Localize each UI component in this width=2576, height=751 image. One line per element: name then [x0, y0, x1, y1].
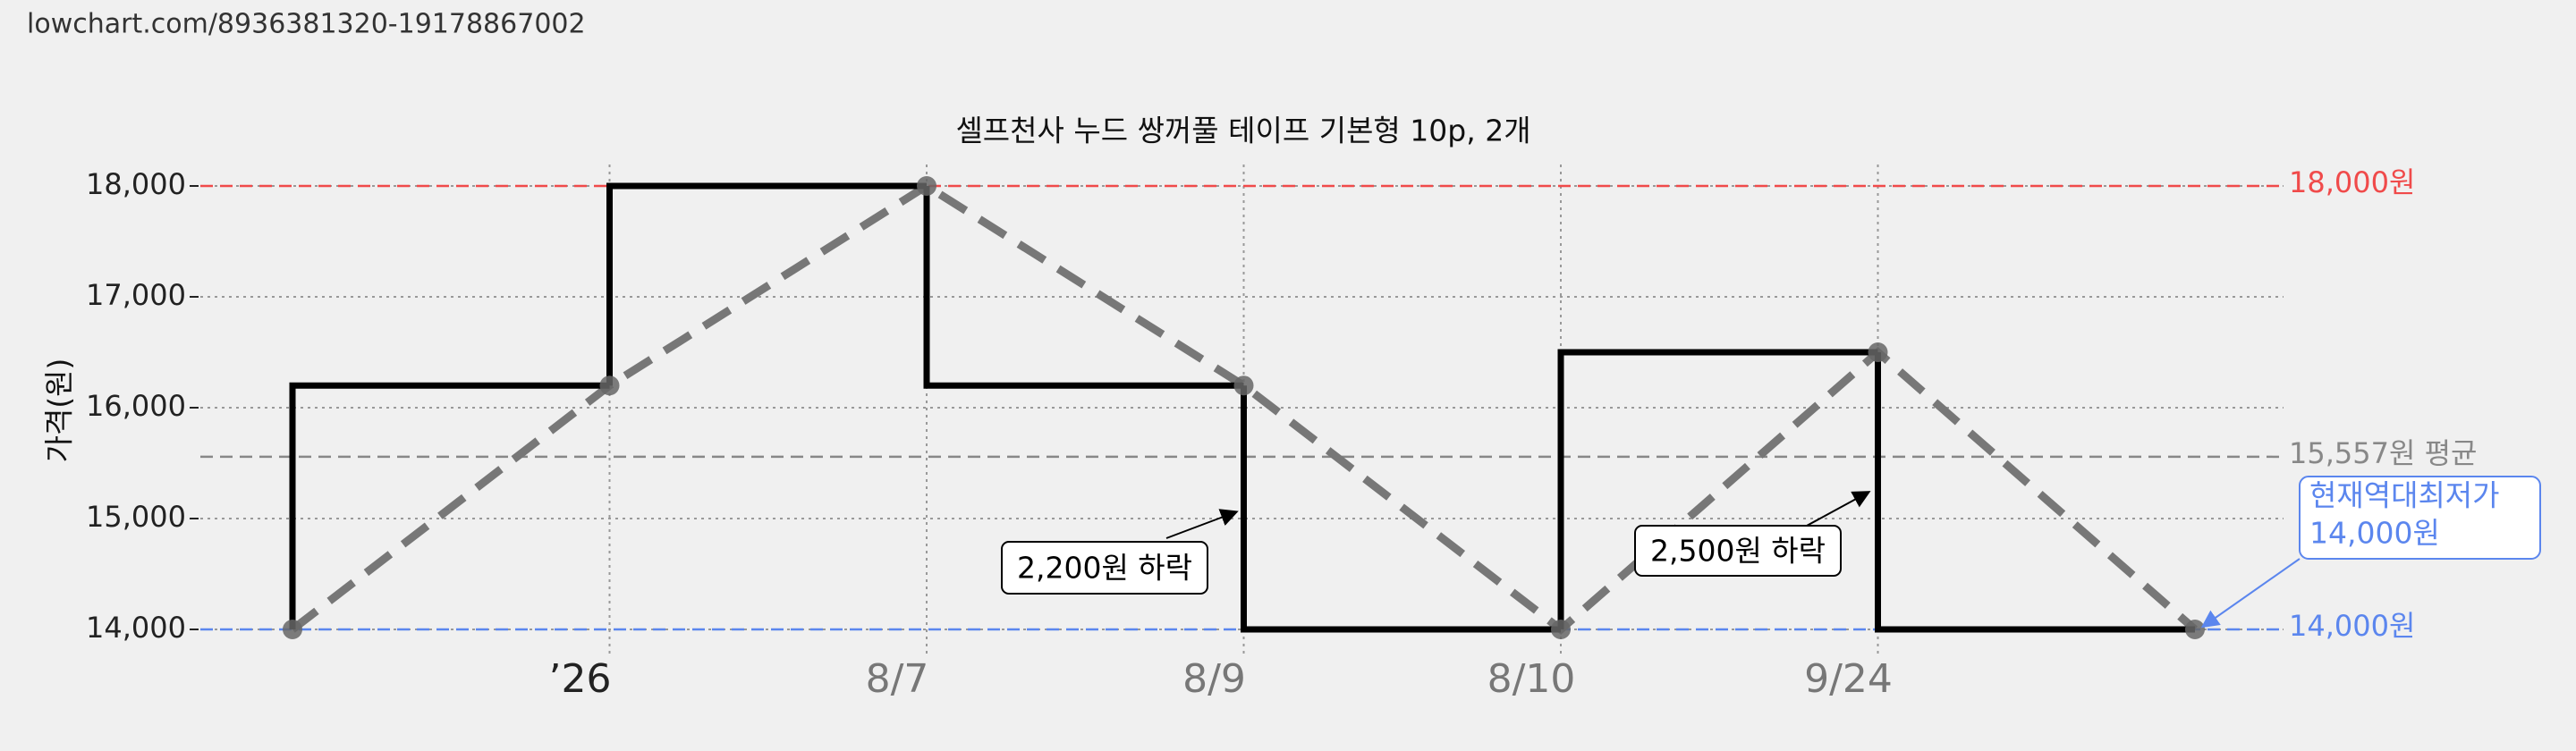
- url: lowchart.com/8936381320-19178867002: [27, 9, 586, 40]
- reference-label: 15,557원 평균: [2289, 436, 2477, 470]
- x-tick-label: 8/10: [1487, 656, 1576, 702]
- x-tick-label: 8/9: [1182, 656, 1246, 702]
- point: [2185, 620, 2205, 639]
- annotation: 현재역대최저가: [2309, 478, 2500, 513]
- step-segment: [1557, 349, 1878, 629]
- step-segment: [289, 382, 610, 629]
- annotation-box: [2299, 476, 2541, 560]
- x-tick-label: 8/7: [866, 656, 929, 702]
- x-tick-label: 9/24: [1804, 656, 1893, 702]
- point: [1551, 620, 1571, 639]
- y-axis-label: 가격(원): [42, 359, 77, 463]
- step-segment: [923, 186, 1244, 389]
- x-tick-label: ’26: [549, 656, 612, 702]
- annotation-arrow: [1165, 509, 1239, 539]
- annotation: 2,200원 하락: [1017, 551, 1192, 586]
- annotation-box: [1001, 541, 1208, 595]
- annotation-box: [1634, 525, 1842, 577]
- annotation-arrow: [1806, 491, 1871, 527]
- point: [599, 376, 620, 396]
- point: [917, 176, 936, 196]
- annotation: 2,500원 하락: [1650, 534, 1826, 569]
- step-segment: [1875, 352, 2195, 633]
- reference-label: 14,000원: [2289, 609, 2415, 643]
- annotation-arrow: [2200, 558, 2301, 629]
- point: [1868, 342, 1888, 362]
- step-segment: [606, 182, 927, 386]
- chart-title: 셀프천사 누드 쌍꺼풀 테이프 기본형 10p, 2개: [955, 114, 1530, 148]
- step-segment: [1241, 385, 1561, 633]
- point: [1233, 376, 1254, 396]
- reference-label: 18,000원: [2289, 165, 2415, 199]
- point: [283, 620, 302, 639]
- annotation: 14,000원: [2309, 516, 2440, 551]
- y-tick-label: 17,000: [86, 278, 186, 312]
- y-tick-label: 14,000: [86, 611, 186, 645]
- y-tick-label: 16,000: [86, 389, 186, 423]
- y-tick-label: 18,000: [86, 167, 186, 201]
- y-tick-label: 15,000: [86, 500, 186, 534]
